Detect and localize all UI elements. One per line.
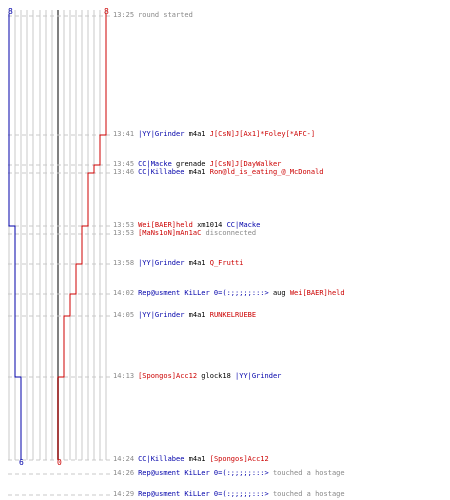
event-text: grenade xyxy=(171,160,210,168)
red-team-line xyxy=(57,14,107,460)
event-text: Wei[BAER]held xyxy=(289,289,345,297)
event-text: [MaNs1oN]mAn1aC xyxy=(138,229,202,237)
event-text: Ron@ld_is_eating_@_McDonald xyxy=(209,168,324,176)
event-text: m4a1 xyxy=(184,168,210,176)
event-text: [Spongos]Acc12 xyxy=(138,372,198,380)
event-text: xm1014 xyxy=(192,221,227,229)
event-timestamp: 13:45 xyxy=(113,160,135,168)
event-message: touched a hostage xyxy=(268,469,345,477)
event-row: 14:13 [Spongos]Acc12 glock18 |YY|Grinder xyxy=(113,372,281,381)
blue-end-score: 6 xyxy=(19,458,24,467)
event-message: round started xyxy=(138,11,193,19)
red-end-score: 0 xyxy=(57,458,62,467)
event-text: CC|Macke xyxy=(226,221,261,229)
event-text: Rep@usment KiLLer 0=(:;;;;;:::> xyxy=(138,490,269,498)
event-text: CC|Killabee xyxy=(138,455,185,463)
event-row: 13:45 CC|Macke grenade J[CsN]J[DayWalker xyxy=(113,160,281,169)
event-text: RUNKELRUEBE xyxy=(209,311,257,319)
event-row: 13:46 CC|Killabee m4a1 Ron@ld_is_eating_@… xyxy=(113,168,324,177)
event-timestamp: 14:13 xyxy=(113,372,135,380)
event-text: J[CsN]J[Ax1]*Foley[*AFC-] xyxy=(209,130,316,138)
event-text: m4a1 xyxy=(184,455,210,463)
event-text: glock18 xyxy=(197,372,236,380)
event-row: 14:29 Rep@usment KiLLer 0=(:;;;;;:::> tou… xyxy=(113,490,345,499)
event-text: |YY|Grinder xyxy=(138,130,185,138)
event-text: Wei[BAER]held xyxy=(138,221,193,229)
event-text: aug xyxy=(268,289,290,297)
event-row: 13:53 [MaNs1oN]mAn1aC disconnected xyxy=(113,229,256,238)
event-text: CC|Macke xyxy=(138,160,172,168)
event-row: 14:05 |YY|Grinder m4a1 RUNKELRUEBE xyxy=(113,311,256,320)
event-row: 14:26 Rep@usment KiLLer 0=(:;;;;;:::> tou… xyxy=(113,469,345,478)
event-row: 13:25 round started xyxy=(113,11,193,20)
blue-team-line xyxy=(8,14,22,460)
event-text: Rep@usment KiLLer 0=(:;;;;;:::> xyxy=(138,469,269,477)
event-row: 13:41 |YY|Grinder m4a1 J[CsN]J[Ax1]*Foley… xyxy=(113,130,315,139)
event-text: J[CsN]J[DayWalker xyxy=(209,160,282,168)
event-message: touched a hostage xyxy=(268,490,345,498)
event-text: |YY|Grinder xyxy=(138,259,185,267)
event-timestamp: 13:58 xyxy=(113,259,135,267)
event-row: 14:24 CC|Killabee m4a1 [Spongos]Acc12 xyxy=(113,455,269,464)
event-timestamp: 14:29 xyxy=(113,490,135,498)
event-timestamp: 13:53 xyxy=(113,221,135,229)
event-text: m4a1 xyxy=(184,311,210,319)
event-row: 13:53 Wei[BAER]held xm1014 CC|Macke xyxy=(113,221,260,230)
event-timestamp: 14:24 xyxy=(113,455,135,463)
event-message: disconnected xyxy=(201,229,257,237)
event-timestamp: 14:02 xyxy=(113,289,135,297)
event-text: Rep@usment KiLLer 0=(:;;;;;:::> xyxy=(138,289,269,297)
event-text: |YY|Grinder xyxy=(138,311,185,319)
event-timestamp: 14:05 xyxy=(113,311,135,319)
event-row: 14:02 Rep@usment KiLLer 0=(:;;;;;:::> aug… xyxy=(113,289,345,298)
event-text: [Spongos]Acc12 xyxy=(209,455,269,463)
event-text: CC|Killabee xyxy=(138,168,185,176)
event-row: 13:58 |YY|Grinder m4a1 Q_Frutti xyxy=(113,259,243,268)
event-text: m4a1 xyxy=(184,130,210,138)
event-text: Q_Frutti xyxy=(209,259,244,267)
blue-start-score: 8 xyxy=(8,7,13,16)
event-timestamp: 14:26 xyxy=(113,469,135,477)
event-timestamp: 13:25 xyxy=(113,11,135,19)
red-start-score: 8 xyxy=(104,7,109,16)
event-timestamp: 13:41 xyxy=(113,130,135,138)
event-text: m4a1 xyxy=(184,259,210,267)
event-text: |YY|Grinder xyxy=(235,372,282,380)
event-timestamp: 13:46 xyxy=(113,168,135,176)
event-timestamp: 13:53 xyxy=(113,229,135,237)
